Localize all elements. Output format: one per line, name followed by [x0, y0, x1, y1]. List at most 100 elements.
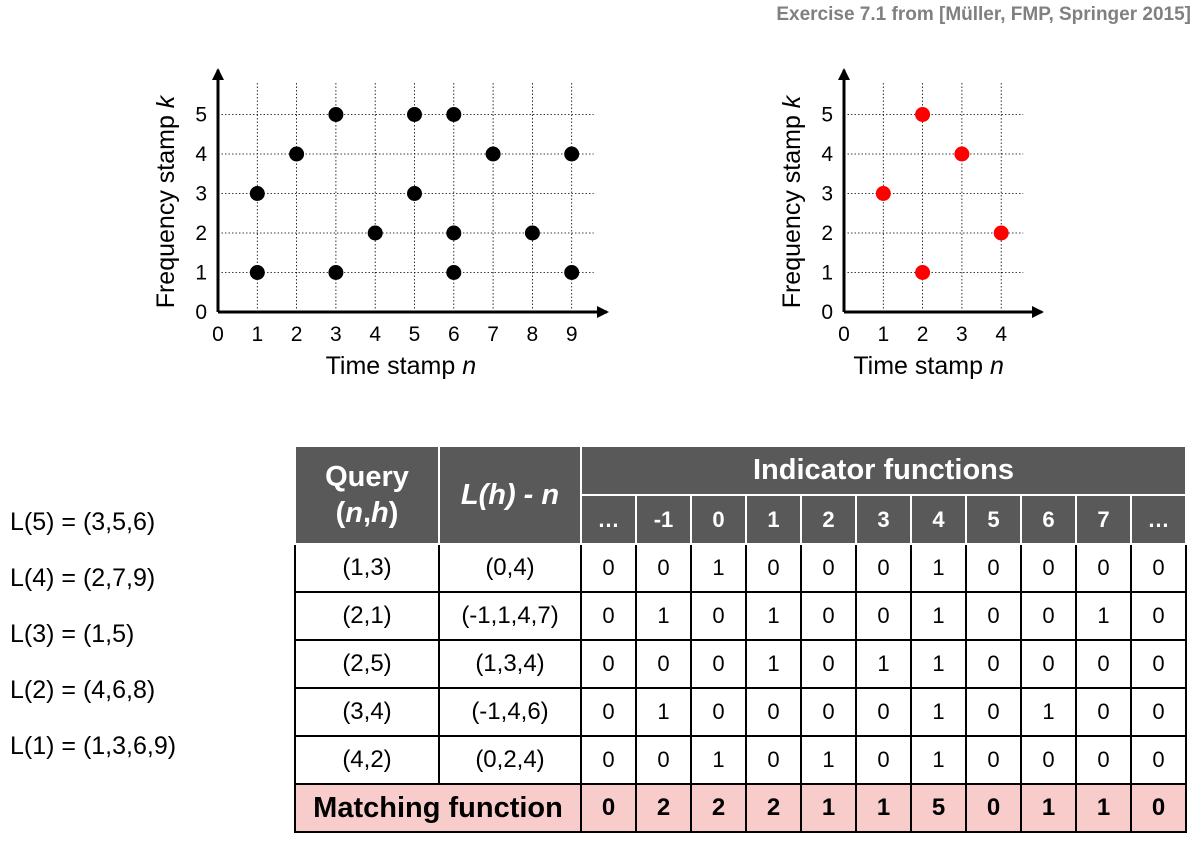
y-tick-label: 5: [821, 104, 833, 127]
data-point: [993, 225, 1009, 241]
x-tick-label: 4: [995, 323, 1007, 346]
list-shift-cell: (-1,4,6): [438, 687, 582, 737]
table-row: (3,4) (-1,4,6) 0 1 0 0 0 0 1 0 1 0 0: [294, 687, 1187, 737]
indicator-cell: 0: [580, 591, 637, 641]
list-shift-cell: (0,2,4): [438, 735, 582, 785]
y-tick-label: 3: [821, 183, 833, 206]
matching-cell: 5: [910, 783, 967, 833]
list-shift-cell: (-1,1,4,7): [438, 591, 582, 641]
indicator-cell: 0: [690, 639, 747, 689]
y-axis-label: Frequency stamp k: [778, 94, 806, 308]
inverted-list-5: L(5) = (3,5,6): [10, 508, 156, 536]
indicator-table: Query (n,h) L(h) - n Indicator functions…: [294, 445, 1187, 833]
matching-label: Matching function: [294, 783, 582, 833]
indicator-cell: 0: [1020, 543, 1077, 593]
table-row: (2,1) (-1,1,4,7) 0 1 0 1 0 0 1 0 0 1 0: [294, 591, 1187, 641]
data-point: [915, 265, 931, 280]
y-tick-label: 0: [195, 301, 207, 324]
indicator-cell: 1: [910, 591, 967, 641]
indicator-cell: 0: [855, 591, 912, 641]
indicator-cell: 0: [1075, 687, 1132, 737]
x-tick-label: 6: [448, 323, 460, 346]
database-constellation-plot: 0 1 2 3 4 5 6 7 8 9 0 1 2 3 4 5 Time stamp n Frequency st…: [152, 68, 609, 380]
y-tick-label: 0: [821, 301, 833, 324]
data-point: [328, 265, 344, 280]
indicator-cell: 0: [855, 543, 912, 593]
shift-column-header: 7: [1075, 494, 1132, 545]
matching-cell: 0: [1130, 783, 1187, 833]
indicator-cell: 0: [1020, 735, 1077, 785]
data-point: [367, 225, 383, 241]
indicator-cell: 0: [1130, 735, 1187, 785]
indicator-cell: 0: [965, 543, 1022, 593]
shift-column-header: 3: [855, 494, 912, 545]
matching-cell: 1: [855, 783, 912, 833]
data-point: [328, 107, 344, 122]
table-row: (1,3) (0,4) 0 0 1 0 0 0 1 0 0 0 0: [294, 543, 1187, 593]
indicator-header: Indicator functions: [580, 445, 1187, 496]
data-point: [564, 265, 580, 280]
y-axis-label: Frequency stamp k: [152, 94, 180, 308]
data-point: [875, 186, 891, 201]
shift-column-header: 6: [1020, 494, 1077, 545]
shift-column-header: …: [1130, 494, 1187, 545]
indicator-cell: 1: [910, 687, 967, 737]
query-header: Query (n,h): [294, 445, 440, 545]
data-point: [249, 265, 265, 280]
matching-row: Matching function 0 2 2 2 1 1 5 0 1 1 0: [294, 783, 1187, 833]
matching-cell: 2: [690, 783, 747, 833]
query-cell: (1,3): [294, 543, 440, 593]
indicator-cell: 0: [1130, 639, 1187, 689]
indicator-cell: 0: [800, 639, 857, 689]
y-tick-label: 1: [821, 262, 833, 285]
indicator-cell: 1: [855, 639, 912, 689]
indicator-cell: 1: [1075, 591, 1132, 641]
indicator-cell: 0: [635, 735, 692, 785]
shift-column-header: …: [580, 494, 637, 545]
data-point: [524, 225, 540, 241]
indicator-cell: 0: [690, 591, 747, 641]
data-point: [407, 186, 422, 201]
indicator-cell: 0: [1075, 543, 1132, 593]
x-tick-label: 0: [838, 323, 850, 346]
data-point: [564, 146, 580, 162]
indicator-cell: 0: [580, 639, 637, 689]
indicator-cell: 0: [1075, 735, 1132, 785]
matching-cell: 1: [1020, 783, 1077, 833]
indicator-cell: 0: [1130, 543, 1187, 593]
matching-cell: 2: [745, 783, 802, 833]
indicator-cell: 0: [745, 687, 802, 737]
x-tick-label: 4: [369, 323, 381, 346]
indicator-cell: 1: [910, 735, 967, 785]
y-tick-label: 2: [821, 222, 833, 245]
indicator-cell: 0: [800, 591, 857, 641]
indicator-cell: 1: [910, 543, 967, 593]
shift-column-header: -1: [635, 494, 692, 545]
indicator-cell: 1: [910, 639, 967, 689]
indicator-cell: 0: [965, 687, 1022, 737]
indicator-cell: 0: [1020, 591, 1077, 641]
data-point: [446, 225, 462, 241]
data-point: [249, 186, 265, 201]
indicator-cell: 0: [580, 687, 637, 737]
y-tick-label: 5: [195, 104, 207, 127]
citation: Exercise 7.1 from [Müller, FMP, Springer…: [776, 4, 1191, 25]
shift-column-header: 0: [690, 494, 747, 545]
y-tick-label: 3: [195, 183, 207, 206]
indicator-cell: 1: [745, 639, 802, 689]
matching-cell: 0: [580, 783, 637, 833]
indicator-cell: 0: [855, 735, 912, 785]
matching-cell: 1: [800, 783, 857, 833]
data-point: [446, 265, 462, 280]
indicator-cell: 1: [635, 591, 692, 641]
indicator-cell: 0: [1075, 639, 1132, 689]
indicator-cell: 1: [690, 735, 747, 785]
x-tick-label: 2: [917, 323, 929, 346]
matching-cell: 1: [1075, 783, 1132, 833]
query-cell: (2,1): [294, 591, 440, 641]
x-tick-label: 0: [212, 323, 224, 346]
query-cell: (2,5): [294, 639, 440, 689]
y-tick-label: 2: [195, 222, 207, 245]
x-axis-label: Time stamp n: [326, 352, 477, 380]
x-tick-label: 9: [566, 323, 578, 346]
